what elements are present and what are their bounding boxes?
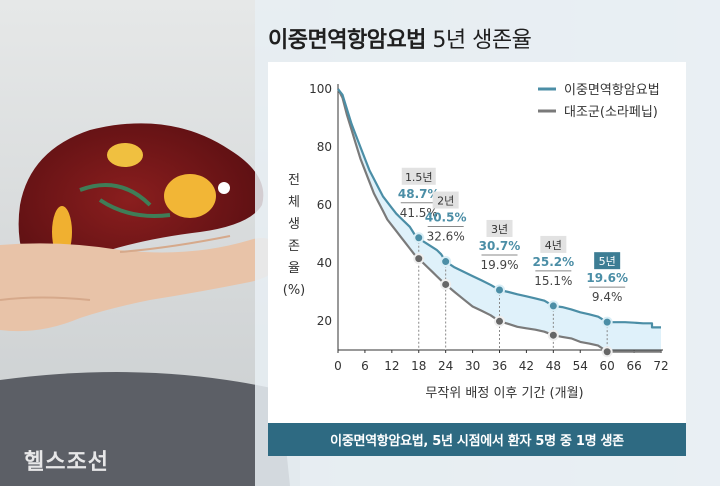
- x-tick-label: 24: [438, 359, 453, 373]
- year-badge-label: 3년: [491, 223, 508, 236]
- combo-value-label: 19.6%: [586, 271, 628, 285]
- combo-point: [440, 256, 452, 268]
- chart-panel: 20 40 60 80 100 0 6 12 18 24 30 36 42 48 54 60 66 72 무작위 배…: [268, 62, 686, 456]
- vessel-green: [79, 183, 171, 218]
- control-point: [440, 278, 452, 290]
- x-tick-label: 18: [411, 359, 426, 373]
- x-tick-label: 72: [653, 359, 668, 373]
- legend-label-control: 대조군(소라페닙): [564, 105, 658, 120]
- y-tick-label: 20: [317, 314, 332, 328]
- y-tick-label: 40: [317, 256, 332, 270]
- y-tick-label: 80: [317, 140, 332, 154]
- highlight-dot: [218, 182, 230, 194]
- control-point: [494, 315, 505, 327]
- x-tick-label: 60: [600, 359, 615, 373]
- tumor-yellow-2: [107, 143, 143, 167]
- control-value-label: 9.4%: [592, 290, 623, 304]
- x-tick-label: 12: [384, 359, 399, 373]
- pants-shape: [0, 372, 290, 486]
- chart-footer-caption: 이중면역항암요법, 5년 시점에서 환자 5명 중 1명 생존: [268, 423, 686, 456]
- y-axis-label-char: 체: [288, 195, 300, 210]
- control-point: [601, 346, 613, 358]
- survival-chart: 20 40 60 80 100 0 6 12 18 24 30 36 42 48 54 60 66 72 무작위 배…: [283, 82, 669, 401]
- combo-point: [547, 300, 559, 312]
- combo-point: [601, 316, 613, 328]
- combo-value-label: 48.7%: [398, 187, 440, 201]
- y-axis-label-char: (%): [283, 283, 306, 298]
- control-value-label: 19.9%: [480, 258, 518, 272]
- year-badge-label: 2년: [437, 195, 454, 208]
- watermark-logo: 헬스조선: [24, 450, 109, 475]
- year-badge: [486, 219, 513, 237]
- year-badge: [594, 252, 621, 270]
- x-tick-label: 6: [361, 359, 369, 373]
- legend-label-combo: 이중면역항암요법: [564, 83, 660, 98]
- x-tick-label: 48: [546, 359, 561, 373]
- y-axis-label-char: 율: [288, 261, 300, 276]
- combo-value-label: 40.5%: [425, 211, 467, 225]
- control-value-label: 41.5%: [400, 206, 438, 220]
- hand-shape: [0, 237, 281, 332]
- x-tick-label: 30: [465, 359, 480, 373]
- x-tick-label: 0: [334, 359, 342, 373]
- tumor-yellow-1: [164, 174, 216, 218]
- year-badge: [432, 191, 459, 209]
- y-axis-label-char: 존: [288, 239, 300, 254]
- y-axis-label-char: 전: [288, 173, 300, 188]
- title-rest: 5년 생존율: [425, 28, 532, 53]
- year-badge: [540, 235, 567, 253]
- control-value-label: 32.6%: [427, 230, 465, 244]
- combo-value-label: 25.2%: [533, 255, 575, 269]
- page-title: 이중면역항암요법 5년 생존율: [268, 22, 532, 54]
- year-badge-label: 1.5년: [405, 171, 433, 184]
- control-point: [547, 329, 559, 341]
- x-tick-label: 54: [573, 359, 588, 373]
- x-tick-label: 36: [492, 359, 507, 373]
- x-axis-label: 무작위 배정 이후 기간 (개월): [425, 386, 583, 401]
- year-badge-label: 4년: [545, 239, 562, 252]
- year-badge: [401, 167, 436, 185]
- control-point: [413, 253, 425, 265]
- combo-point: [494, 284, 505, 296]
- year-badge-label: 5년: [599, 255, 616, 268]
- y-tick-label: 60: [317, 198, 332, 212]
- y-tick-label: 100: [309, 82, 332, 96]
- combo-point: [413, 232, 425, 244]
- title-bold: 이중면역항암요법: [268, 28, 426, 53]
- x-tick-label: 66: [626, 359, 641, 373]
- shirt-shape: [0, 0, 300, 486]
- control-value-label: 15.1%: [534, 274, 572, 288]
- combo-value-label: 30.7%: [479, 239, 521, 253]
- x-tick-label: 42: [519, 359, 534, 373]
- y-axis-label-char: 생: [288, 217, 300, 232]
